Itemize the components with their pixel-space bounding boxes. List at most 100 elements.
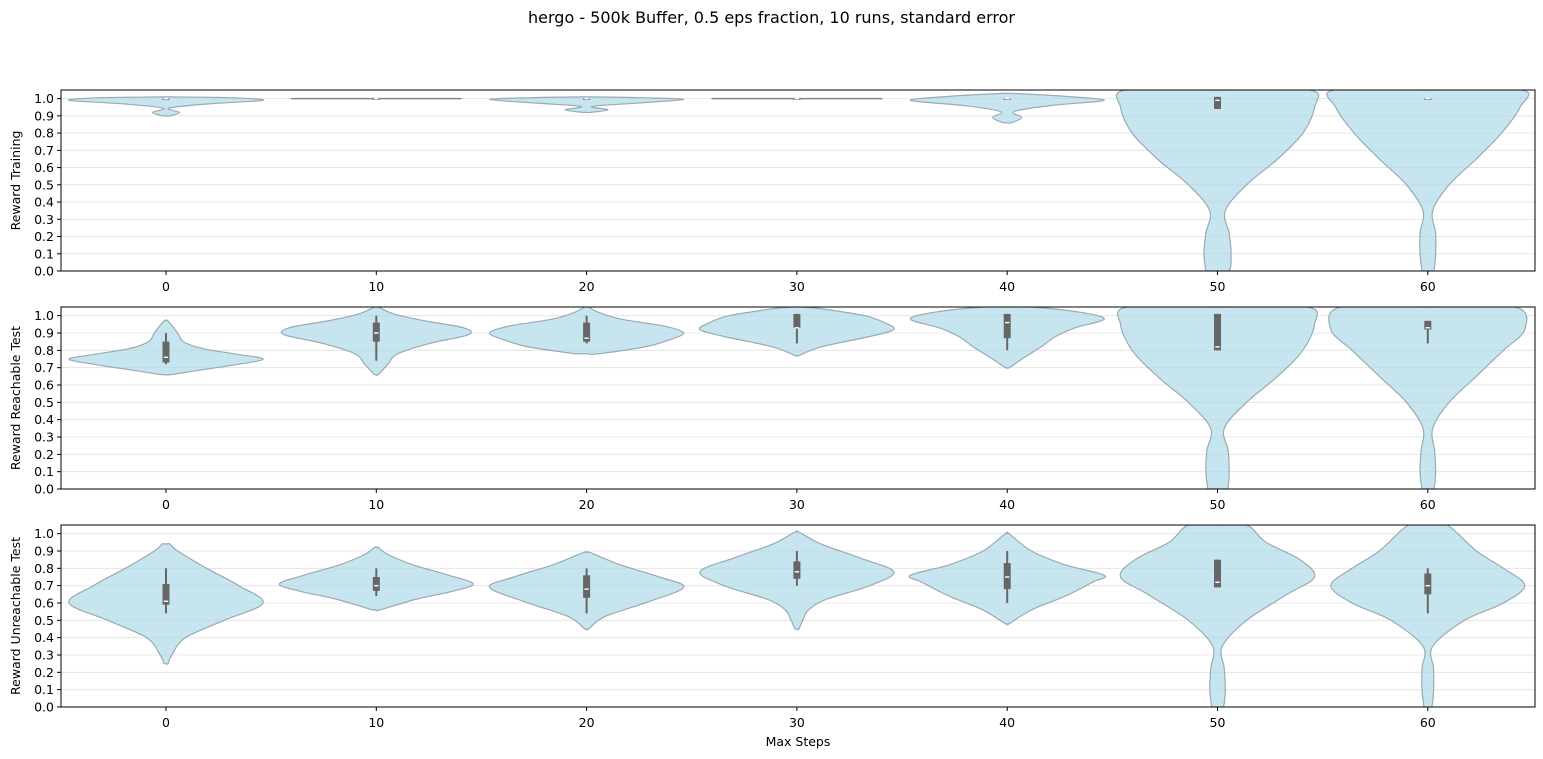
violin-30	[699, 530, 895, 631]
xtick-label: 40	[999, 497, 1015, 512]
xtick-label: 10	[368, 497, 384, 512]
violin-10	[278, 546, 474, 612]
iqr-box	[1424, 573, 1432, 595]
ytick-label: 0.6	[34, 160, 54, 175]
ytick-label: 0.3	[34, 430, 54, 445]
violin-50	[1116, 307, 1319, 489]
violin-20	[488, 96, 685, 114]
ytick-label: 0.2	[34, 447, 54, 462]
ytick-label: 0.5	[34, 177, 54, 192]
xtick-label: 0	[162, 497, 170, 512]
violin-40	[909, 307, 1105, 370]
violin-body	[1326, 90, 1530, 271]
iqr-box	[1424, 320, 1432, 330]
ytick-label: 0.1	[34, 682, 54, 697]
axes-frame	[60, 306, 1536, 490]
xtick-label: 20	[579, 497, 595, 512]
violin-20	[489, 307, 685, 355]
violin-body	[1328, 307, 1528, 489]
iqr-box	[1214, 559, 1221, 588]
ytick-label: 1.0	[34, 308, 54, 323]
ytick-label: 0.4	[34, 195, 54, 210]
violin-40	[908, 531, 1106, 626]
axes-frame	[60, 524, 1536, 708]
ytick-label: 0.9	[34, 108, 54, 123]
violin-40	[909, 92, 1105, 124]
xtick-label: 40	[999, 715, 1015, 730]
figure-title: hergo - 500k Buffer, 0.5 eps fraction, 1…	[528, 8, 1015, 27]
xtick-label: 60	[1420, 279, 1436, 294]
violin-10	[290, 97, 462, 100]
iqr-box	[583, 322, 591, 342]
ytick-label: 0.3	[34, 212, 54, 227]
ytick-label: 0.1	[34, 246, 54, 261]
iqr-box	[372, 322, 380, 342]
axes-frame	[60, 89, 1536, 272]
violin-10	[280, 307, 472, 376]
violin-body	[67, 96, 265, 117]
ytick-label: 0.7	[34, 360, 54, 375]
iqr-box	[162, 583, 170, 605]
ytick-label: 0.5	[34, 395, 54, 410]
ytick-label: 1.0	[34, 526, 54, 541]
ytick-label: 0.2	[34, 665, 54, 680]
xtick-label: 10	[368, 279, 384, 294]
violin-20	[488, 551, 685, 631]
ytick-label: 0.5	[34, 613, 54, 628]
xtick-label: 50	[1210, 497, 1226, 512]
ytick-label: 0.8	[34, 343, 54, 358]
violin-body	[1330, 525, 1526, 707]
violin-60	[1328, 307, 1528, 489]
xtick-label: 10	[368, 715, 384, 730]
ytick-label: 0.8	[34, 561, 54, 576]
y-axis-label: Reward Unreachable Test	[8, 537, 23, 695]
violin-50	[1115, 90, 1320, 271]
violin-body	[1119, 525, 1316, 707]
y-axis-label: Reward Reachable Test	[8, 326, 23, 470]
iqr-box	[793, 313, 801, 328]
iqr-box	[1003, 563, 1011, 590]
ytick-label: 0.6	[34, 378, 54, 393]
y-axis-label: Reward Training	[8, 131, 23, 231]
xtick-label: 30	[789, 279, 805, 294]
xtick-label: 50	[1210, 279, 1226, 294]
ytick-label: 0.7	[34, 143, 54, 158]
xtick-label: 60	[1420, 497, 1436, 512]
violin-30	[698, 307, 895, 357]
xtick-label: 20	[579, 279, 595, 294]
ytick-label: 0.0	[34, 482, 54, 497]
panel-3: 0.0 0.1 0.2 0.3 0.4 0.5 0.6 0.7 0.8 0.9 1.0 0 10 20 30…	[8, 524, 1536, 730]
xtick-label: 60	[1420, 715, 1436, 730]
violin-30	[711, 97, 883, 100]
ytick-label: 0.0	[34, 264, 54, 279]
ytick-label: 0.9	[34, 326, 54, 341]
iqr-box	[583, 575, 591, 598]
violin-60	[1326, 90, 1530, 271]
violin-0	[67, 96, 265, 117]
iqr-box	[1214, 96, 1221, 109]
ytick-label: 0.8	[34, 126, 54, 141]
ytick-label: 0.4	[34, 630, 54, 645]
violin-body	[488, 96, 685, 114]
iqr-box	[1214, 313, 1221, 351]
xtick-label: 30	[789, 715, 805, 730]
xtick-label: 0	[162, 715, 170, 730]
xtick-label: 0	[162, 279, 170, 294]
xtick-label: 20	[579, 715, 595, 730]
ytick-label: 0.4	[34, 412, 54, 427]
violin-0	[68, 319, 264, 376]
violin-60	[1330, 525, 1526, 707]
iqr-box	[1003, 313, 1011, 339]
iqr-box	[162, 341, 170, 363]
ytick-label: 0.9	[34, 544, 54, 559]
iqr-box	[372, 577, 380, 591]
xtick-label: 40	[999, 279, 1015, 294]
ytick-label: 0.6	[34, 596, 54, 611]
xtick-label: 50	[1210, 715, 1226, 730]
ytick-label: 0.0	[34, 700, 54, 715]
panel-2: 0.0 0.1 0.2 0.3 0.4 0.5 0.6 0.7 0.8 0.9 1.0 0 10 20 30…	[8, 306, 1536, 512]
violin-body	[909, 92, 1105, 124]
iqr-box	[793, 561, 801, 579]
ytick-label: 0.3	[34, 648, 54, 663]
